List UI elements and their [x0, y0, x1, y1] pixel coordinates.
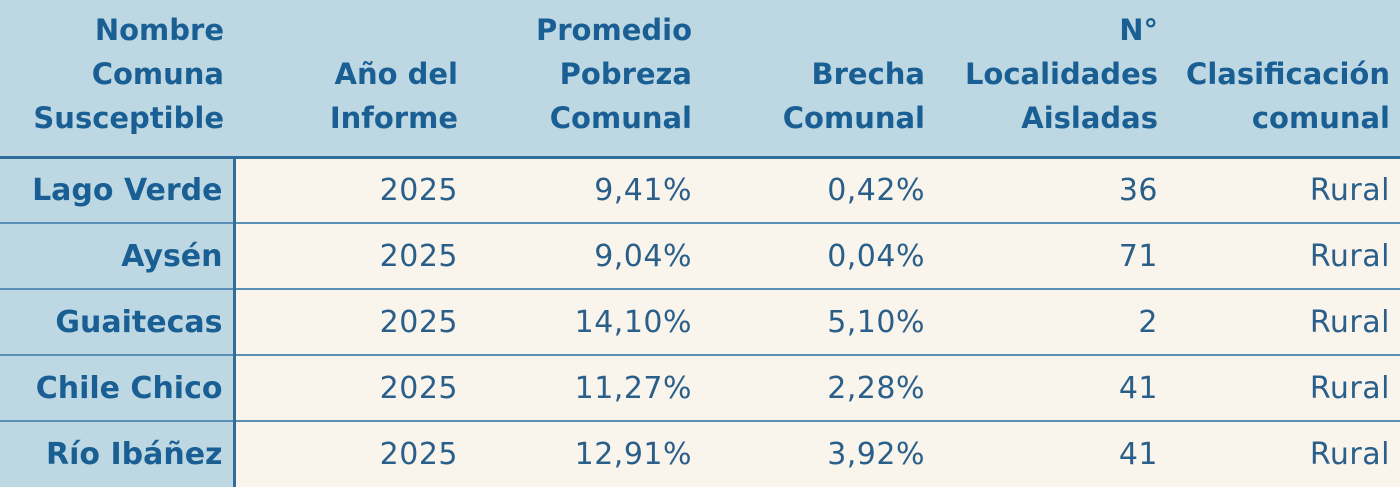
cell-pobreza: 11,27%: [468, 355, 702, 422]
table-header: Nombre Comuna Susceptible Año del Inform…: [0, 0, 1400, 159]
table-row: Chile Chico 2025 11,27% 2,28% 41 Rural: [0, 355, 1400, 422]
table-row: Río Ibáñez 2025 12,91% 3,92% 41 Rural: [0, 421, 1400, 487]
cell-anio: 2025: [234, 421, 468, 487]
cell-comuna: Aysén: [0, 223, 236, 290]
cell-localidades: 41: [935, 421, 1168, 487]
header-nombre-comuna: Nombre Comuna Susceptible: [0, 0, 234, 159]
cell-clasificacion: Rural: [1168, 223, 1400, 290]
cell-anio: 2025: [234, 355, 468, 422]
cell-localidades: 41: [935, 355, 1168, 422]
header-brecha-comunal: Brecha Comunal: [702, 0, 935, 159]
header-localidades-aisladas: N° Localidades Aisladas: [935, 0, 1168, 159]
cell-localidades: 2: [935, 289, 1168, 356]
cell-brecha: 0,04%: [702, 223, 935, 290]
cell-anio: 2025: [234, 223, 468, 290]
cell-comuna: Río Ibáñez: [0, 421, 236, 487]
cell-pobreza: 9,04%: [468, 223, 702, 290]
cell-comuna: Guaitecas: [0, 289, 236, 356]
cell-clasificacion: Rural: [1168, 355, 1400, 422]
cell-clasificacion: Rural: [1168, 289, 1400, 356]
cell-pobreza: 9,41%: [468, 157, 702, 224]
table-row: Guaitecas 2025 14,10% 5,10% 2 Rural: [0, 289, 1400, 356]
header-clasificacion: Clasificación comunal: [1168, 0, 1400, 159]
cell-comuna: Lago Verde: [0, 157, 236, 224]
cell-pobreza: 12,91%: [468, 421, 702, 487]
table-row: Aysén 2025 9,04% 0,04% 71 Rural: [0, 223, 1400, 290]
cell-anio: 2025: [234, 289, 468, 356]
cell-anio: 2025: [234, 157, 468, 224]
cell-brecha: 5,10%: [702, 289, 935, 356]
header-anio-informe: Año del Informe: [234, 0, 468, 159]
cell-clasificacion: Rural: [1168, 421, 1400, 487]
cell-localidades: 36: [935, 157, 1168, 224]
table-body: Lago Verde 2025 9,41% 0,42% 36 Rural Ays…: [0, 157, 1400, 487]
table-row: Lago Verde 2025 9,41% 0,42% 36 Rural: [0, 157, 1400, 224]
cell-localidades: 71: [935, 223, 1168, 290]
cell-brecha: 0,42%: [702, 157, 935, 224]
cell-brecha: 2,28%: [702, 355, 935, 422]
cell-comuna: Chile Chico: [0, 355, 236, 422]
cell-brecha: 3,92%: [702, 421, 935, 487]
cell-pobreza: 14,10%: [468, 289, 702, 356]
cell-clasificacion: Rural: [1168, 157, 1400, 224]
header-row: Nombre Comuna Susceptible Año del Inform…: [0, 0, 1400, 159]
header-promedio-pobreza: Promedio Pobreza Comunal: [468, 0, 702, 159]
